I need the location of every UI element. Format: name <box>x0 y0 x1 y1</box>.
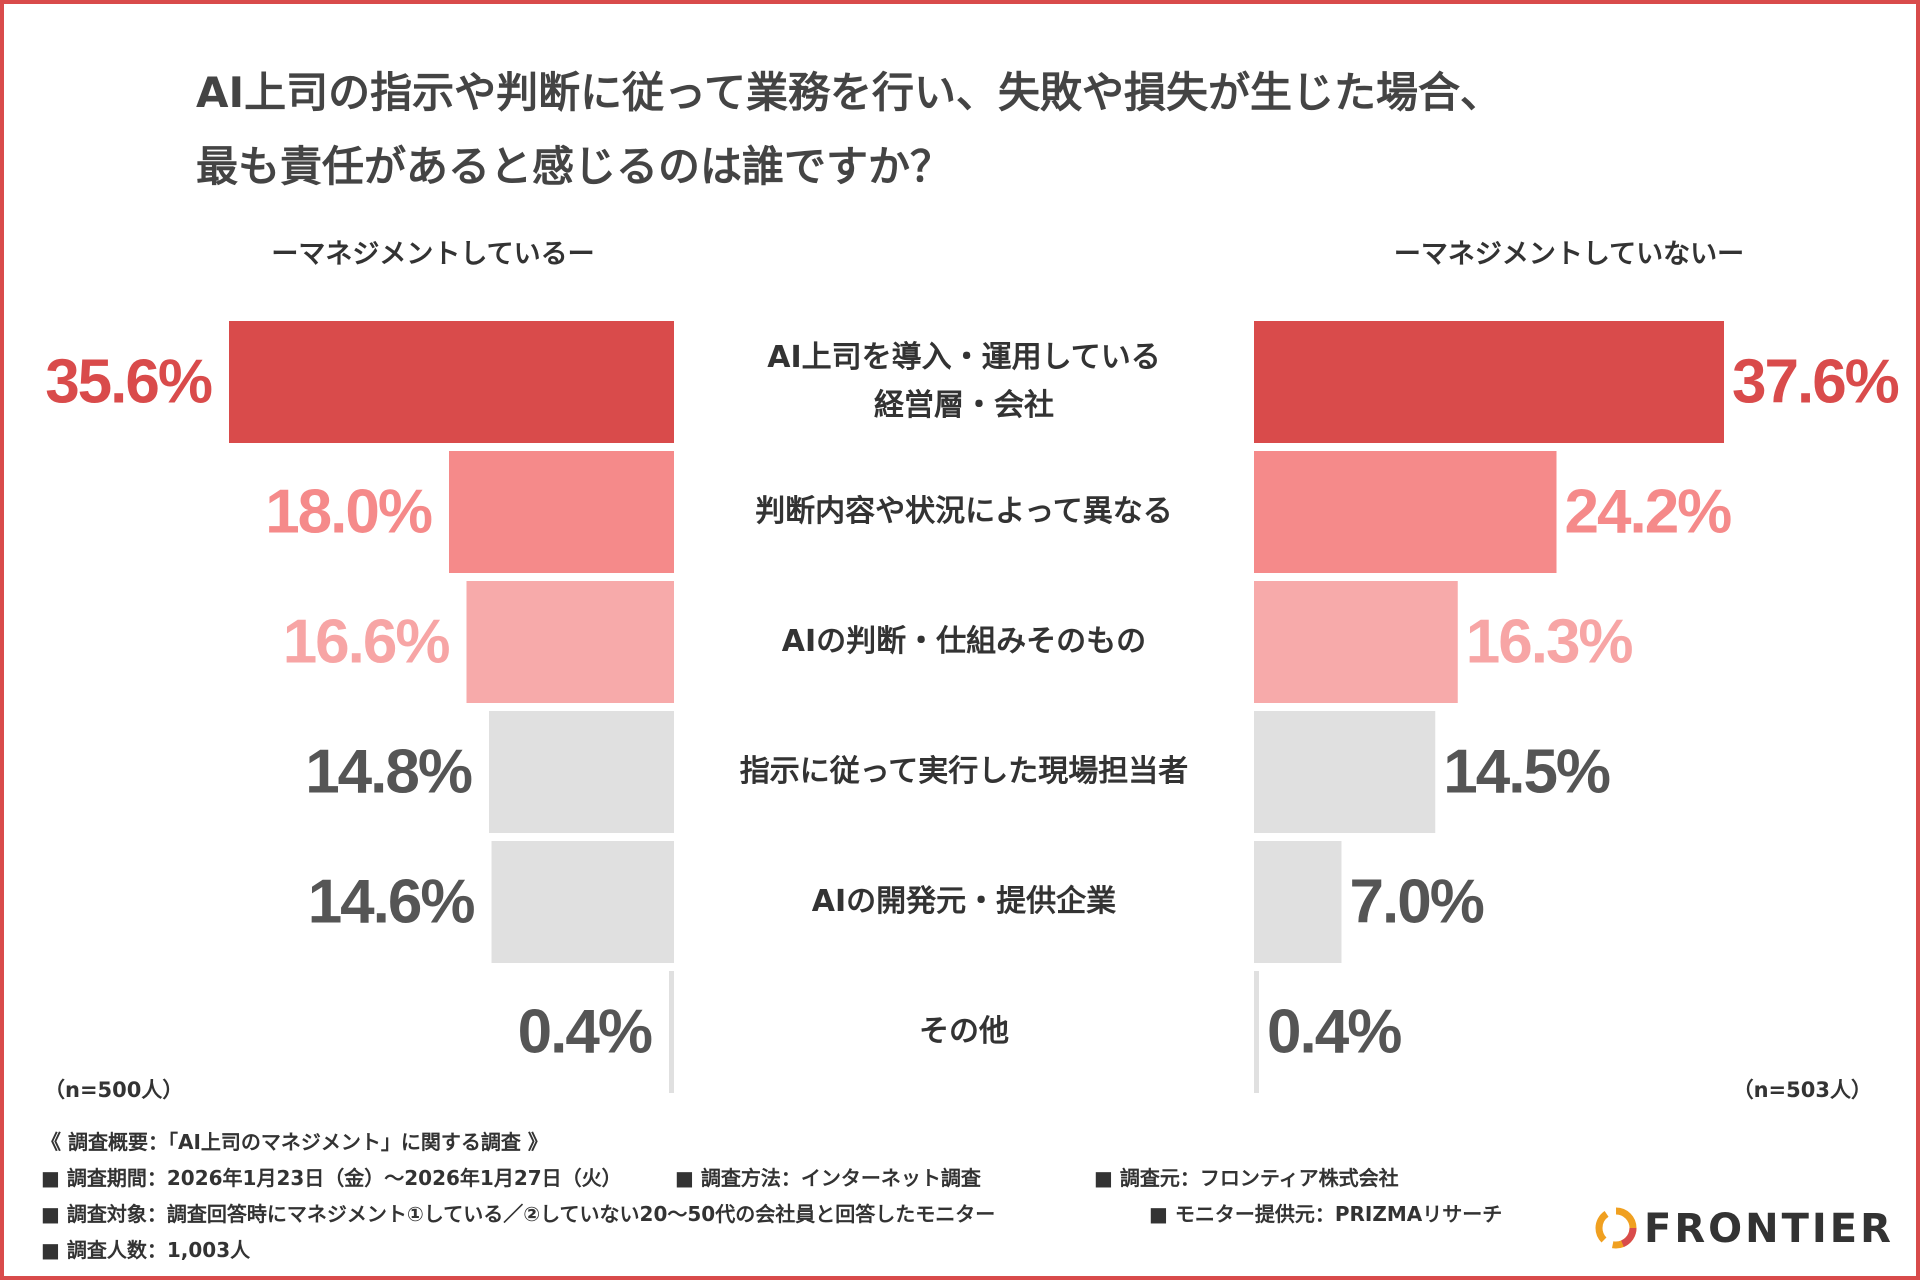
footer-note: ■ 調査対象：調査回答時にマネジメント①している／②していない20～50代の会社… <box>41 1202 996 1226</box>
bar <box>229 321 674 443</box>
value-label: 18.0% <box>265 477 433 547</box>
category-label: AI上司を導入・運用している 経営層・会社 <box>767 340 1161 423</box>
logo-icon-accent <box>1595 1207 1637 1249</box>
sample-size: （n=503人） <box>1732 1078 1872 1102</box>
category-label: AIの開発元・提供企業 <box>811 884 1117 919</box>
bar <box>491 841 674 963</box>
value-label: 14.8% <box>305 737 473 807</box>
bar <box>1254 321 1724 443</box>
footer-note: ■ 調査方法：インターネット調査 <box>675 1166 981 1190</box>
bar <box>1254 841 1342 963</box>
bar <box>1254 451 1557 573</box>
footer-note: ■ 調査期間：2026年1月23日（金）～2026年1月27日（火） <box>41 1166 622 1190</box>
category-label: 判断内容や状況によって異なる <box>755 494 1173 529</box>
footer-note: ■ 調査人数：1,003人 <box>41 1238 251 1262</box>
bar <box>1254 581 1458 703</box>
footer-note: ■ 調査元：フロンティア株式会社 <box>1094 1166 1399 1190</box>
category-label: AIの判断・仕組みそのもの <box>781 624 1147 659</box>
value-label: 14.5% <box>1443 737 1611 807</box>
series-header: ーマネジメントしているー <box>271 239 595 270</box>
logo-text: FRONTIER <box>1644 1206 1894 1252</box>
category-label: その他 <box>919 1014 1009 1049</box>
value-label: 0.4% <box>1267 997 1402 1067</box>
bar <box>669 971 674 1093</box>
bar <box>489 711 674 833</box>
value-label: 0.4% <box>517 997 653 1067</box>
value-label: 37.6% <box>1732 347 1900 417</box>
footer-note: ■ モニター提供元：PRIZMAリサーチ <box>1149 1202 1503 1226</box>
value-label: 16.6% <box>282 607 451 677</box>
value-label: 14.6% <box>307 867 476 937</box>
category-label: 指示に従って実行した現場担当者 <box>739 754 1189 789</box>
chart-title: AI上司の指示や判断に従って業務を行い、失敗や損失が生じた場合、 最も責任がある… <box>196 68 1503 191</box>
bar <box>466 581 674 703</box>
bar <box>1254 711 1436 833</box>
sample-size: （n=500人） <box>44 1078 184 1102</box>
bar <box>449 451 674 573</box>
value-label: 7.0% <box>1349 867 1485 937</box>
value-label: 35.6% <box>45 347 213 417</box>
value-label: 16.3% <box>1465 607 1634 677</box>
chart <box>229 321 1724 1249</box>
value-label: 24.2% <box>1564 477 1733 547</box>
footer-note: 《 調査概要：「AI上司のマネジメント」に関する調査 》 <box>41 1130 548 1154</box>
bar <box>1254 971 1259 1093</box>
series-header: ーマネジメントしていないー <box>1393 239 1745 270</box>
